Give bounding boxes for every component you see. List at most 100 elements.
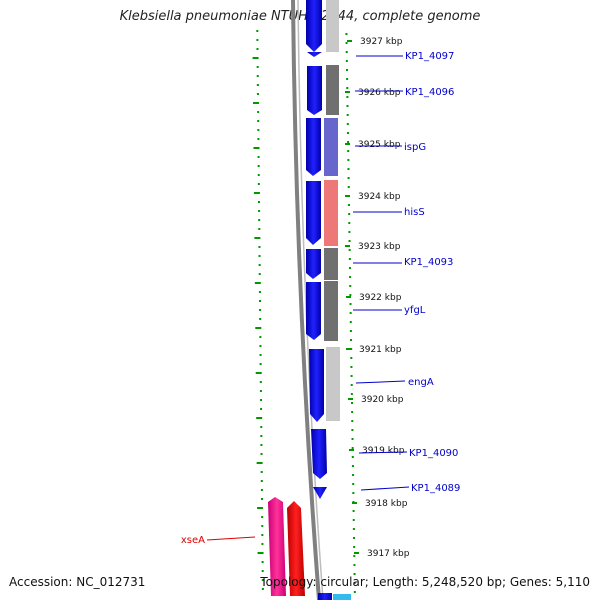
gene-arrow-forward	[307, 52, 322, 57]
cog-block	[324, 281, 338, 341]
gc-dot	[259, 300, 261, 302]
gc-dot	[353, 591, 356, 593]
gc-dot	[256, 66, 259, 68]
scale-ticks: 3927 kbp 3926 kbp 3925 kbp 3924 kbp 3923 kbp…	[345, 37, 410, 559]
gc-skew-track	[345, 33, 356, 593]
gc-dot	[349, 303, 352, 305]
gene-label: KP1_4090	[409, 448, 458, 459]
cog-block	[324, 118, 338, 176]
gc-dot	[260, 444, 263, 446]
gc-dot	[258, 264, 261, 266]
tick-label: 3917 kbp	[367, 549, 410, 559]
genome-backbone-shadow	[297, 0, 324, 600]
gc-dot	[346, 132, 349, 134]
gc-dot	[257, 129, 260, 131]
gc-dot	[351, 429, 354, 431]
cog-block	[326, 65, 339, 115]
gc-dot	[351, 456, 354, 458]
gc-dot	[351, 411, 354, 413]
gene-arrow-reverse	[287, 501, 305, 596]
gc-dot	[258, 273, 261, 275]
gc-dot	[347, 168, 350, 170]
gc-dot	[346, 78, 349, 80]
gene-arrow-reverse	[268, 497, 286, 596]
gc-dot	[254, 282, 261, 284]
gc-dot	[348, 267, 351, 269]
gc-dot	[350, 348, 353, 350]
gc-dot	[257, 507, 264, 509]
gc-dot	[348, 222, 351, 224]
gc-dot	[257, 111, 260, 113]
gc-dot	[253, 192, 260, 194]
gene-leader-line	[206, 536, 256, 541]
gene-label: ispG	[404, 142, 426, 153]
gc-dot	[257, 183, 260, 185]
gc-dot	[350, 366, 353, 368]
gc-dot	[259, 399, 262, 401]
gc-dot	[259, 309, 262, 311]
gc-dot	[260, 489, 263, 491]
gc-dot	[353, 573, 356, 575]
gc-dot	[352, 483, 355, 485]
gc-dot	[349, 330, 352, 332]
gc-content-track	[252, 30, 264, 590]
gc-dot	[348, 231, 351, 233]
genome-summary-text: Topology: circular; Length: 5,248,520 bp…	[260, 575, 590, 589]
gene-arrow-forward	[306, 118, 321, 176]
tick-label: 3923 kbp	[358, 242, 401, 252]
tick-label: 3924 kbp	[358, 192, 401, 202]
gc-dot	[260, 480, 263, 482]
gc-dot	[261, 543, 264, 545]
gene-arrow-forward	[318, 593, 332, 600]
gc-dot	[347, 159, 350, 161]
gene-label: xseA	[181, 535, 205, 546]
gc-dot	[259, 336, 262, 338]
gene-arrow-forward	[306, 181, 321, 245]
gc-dot	[349, 285, 352, 287]
gc-dot	[256, 417, 263, 419]
gene-leader-line	[358, 451, 408, 454]
gc-dot	[351, 438, 354, 440]
accession-text: Accession: NC_012731	[9, 575, 146, 589]
gc-dot	[345, 51, 348, 53]
gc-dot	[255, 372, 262, 374]
gene-label: engA	[408, 377, 434, 388]
gc-dot	[345, 69, 348, 71]
gene-arrow-forward	[306, 249, 321, 279]
gene-label: hisS	[404, 207, 425, 218]
gc-dot	[352, 519, 355, 521]
gene-arrow-forward	[313, 487, 327, 499]
tick-label: 3918 kbp	[365, 499, 408, 509]
gene-arrow-forward	[306, 282, 321, 340]
gc-dot	[256, 39, 259, 41]
gc-dot	[253, 147, 260, 149]
gc-dot	[257, 138, 260, 140]
gc-dot	[345, 33, 348, 35]
gc-dot	[256, 93, 259, 95]
tick-label: 3925 kbp	[358, 140, 401, 150]
gc-dot	[258, 255, 261, 257]
gc-dot	[253, 102, 260, 104]
gene-leader-line	[360, 486, 410, 491]
gc-dot	[350, 339, 353, 341]
gene-label: KP1_4096	[405, 87, 454, 98]
gc-dot	[346, 87, 349, 89]
gene-arrow-forward	[306, 0, 322, 52]
gc-dot	[353, 537, 356, 539]
tick-label: 3922 kbp	[359, 293, 402, 303]
gc-dot	[258, 201, 261, 203]
gc-dot	[260, 471, 263, 473]
gc-dot	[256, 30, 259, 32]
gc-dot	[349, 312, 352, 314]
gc-dot	[351, 465, 354, 467]
tick-label: 3919 kbp	[362, 446, 405, 456]
gc-dot	[260, 408, 263, 410]
gc-dot	[259, 318, 262, 320]
gene-label: KP1_4089	[411, 483, 460, 494]
gc-dot	[257, 120, 260, 122]
gc-dot	[348, 249, 351, 251]
gc-dot	[346, 114, 349, 116]
gc-dot	[349, 294, 352, 296]
gc-dot	[347, 177, 350, 179]
